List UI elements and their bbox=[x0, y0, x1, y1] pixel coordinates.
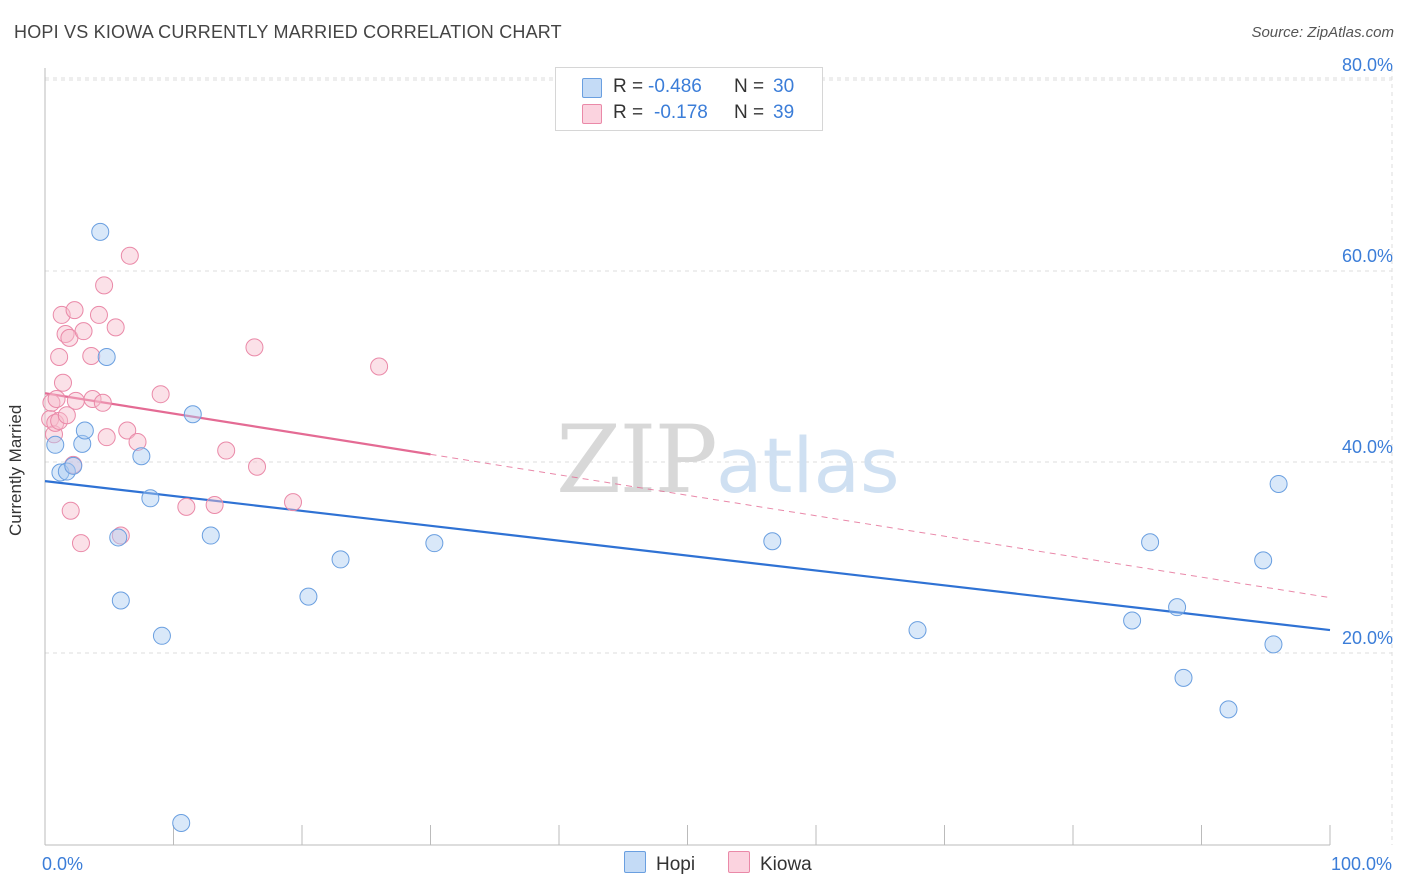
bottom-legend-label-hopi: Hopi bbox=[656, 854, 696, 875]
chart-title: HOPI VS KIOWA CURRENTLY MARRIED CORRELAT… bbox=[14, 22, 562, 42]
kiowa-point bbox=[65, 301, 84, 320]
hopi-point bbox=[46, 435, 65, 454]
kiowa-point bbox=[284, 493, 303, 512]
y-tick-label: 40.0% bbox=[1342, 437, 1393, 457]
hopi-point bbox=[331, 550, 350, 569]
kiowa-point bbox=[248, 457, 267, 476]
tick-label-layer: 20.0% 40.0% 60.0% 80.0% 0.0% 100.0% bbox=[42, 55, 1393, 874]
x-tick-label: 100.0% bbox=[1331, 854, 1392, 874]
kiowa-point bbox=[95, 276, 114, 295]
bottom-legend-label-kiowa: Kiowa bbox=[760, 854, 812, 875]
hopi-point bbox=[152, 626, 171, 645]
legend-swatch-kiowa bbox=[582, 104, 602, 124]
trend-layer bbox=[44, 392, 1331, 632]
kiowa-point bbox=[50, 347, 69, 366]
legend-swatch-hopi bbox=[582, 78, 602, 98]
kiowa-point bbox=[111, 526, 130, 545]
legend-r-value: -0.178 bbox=[654, 102, 708, 123]
hopi-point bbox=[908, 621, 927, 640]
hopi-point bbox=[1269, 474, 1288, 493]
axis-layer bbox=[44, 68, 1331, 846]
kiowa-point bbox=[47, 389, 66, 408]
kiowa-point bbox=[66, 391, 85, 410]
kiowa-point bbox=[370, 357, 389, 376]
hopi-point bbox=[425, 534, 444, 553]
kiowa-point bbox=[120, 246, 139, 265]
hopi-point bbox=[1219, 700, 1238, 719]
kiowa-point bbox=[106, 318, 125, 337]
point-layer bbox=[41, 222, 1288, 832]
kiowa-point bbox=[217, 441, 236, 460]
hopi-point bbox=[1123, 611, 1142, 630]
kiowa-trend-extension bbox=[430, 453, 1331, 599]
watermark-zip: ZIP bbox=[556, 406, 716, 515]
legend-n-value: 39 bbox=[773, 102, 795, 123]
hopi-point bbox=[111, 591, 130, 610]
hopi-point bbox=[1254, 551, 1273, 570]
correlation-legend: R = -0.486 N = 30 R = -0.178 N = 39 bbox=[555, 67, 823, 131]
hopi-point bbox=[1141, 533, 1160, 552]
kiowa-point bbox=[245, 338, 264, 357]
y-tick-label: 60.0% bbox=[1342, 246, 1393, 266]
legend-n-label: N = bbox=[734, 102, 765, 123]
bottom-legend-swatch-kiowa bbox=[728, 851, 750, 873]
kiowa-point bbox=[71, 534, 90, 553]
kiowa-point bbox=[118, 421, 137, 440]
legend-r-label: R = bbox=[613, 102, 644, 123]
legend-n-value: 30 bbox=[773, 76, 795, 97]
bottom-legend-hopi: Hopi bbox=[624, 851, 695, 876]
y-tick-label: 20.0% bbox=[1342, 628, 1393, 648]
hopi-point bbox=[183, 405, 202, 424]
bottom-legend-swatch-hopi bbox=[624, 851, 646, 873]
hopi-point bbox=[1174, 668, 1193, 687]
hopi-point bbox=[1264, 635, 1283, 654]
hopi-point bbox=[73, 434, 92, 453]
hopi-point bbox=[299, 587, 318, 606]
hopi-point bbox=[91, 222, 110, 241]
y-axis-label: Currently Married bbox=[6, 404, 25, 536]
kiowa-point bbox=[177, 497, 196, 516]
hopi-point bbox=[201, 526, 220, 545]
kiowa-point bbox=[83, 389, 102, 408]
hopi-point bbox=[1168, 598, 1187, 617]
kiowa-point bbox=[89, 305, 108, 324]
hopi-trend-line bbox=[44, 480, 1331, 632]
source-label: Source: ZipAtlas.com bbox=[1251, 24, 1394, 41]
hopi-point bbox=[172, 813, 191, 832]
kiowa-point bbox=[97, 428, 116, 447]
hopi-point bbox=[763, 532, 782, 551]
kiowa-point bbox=[82, 346, 101, 365]
watermark: ZIP atlas bbox=[556, 406, 900, 515]
kiowa-point bbox=[57, 406, 76, 425]
kiowa-point bbox=[53, 373, 72, 392]
hopi-point bbox=[75, 421, 94, 440]
x-tick-label: 0.0% bbox=[42, 854, 83, 874]
kiowa-point bbox=[151, 385, 170, 404]
hopi-point bbox=[64, 456, 83, 475]
kiowa-point bbox=[93, 393, 112, 412]
hopi-point bbox=[132, 447, 151, 466]
legend-n-label: N = bbox=[734, 76, 765, 97]
legend-r-label: R = bbox=[613, 76, 644, 97]
hopi-point bbox=[109, 528, 128, 547]
hopi-point bbox=[141, 489, 160, 508]
grid-layer bbox=[45, 68, 1393, 845]
kiowa-point bbox=[205, 495, 224, 514]
bottom-legend-kiowa: Kiowa bbox=[728, 851, 812, 876]
legend-r-value: -0.486 bbox=[648, 76, 702, 97]
kiowa-point bbox=[74, 322, 93, 341]
y-tick-label: 80.0% bbox=[1342, 55, 1393, 75]
kiowa-point bbox=[128, 432, 147, 451]
watermark-atlas: atlas bbox=[716, 421, 900, 510]
kiowa-point bbox=[61, 501, 80, 520]
kiowa-trend-line bbox=[44, 392, 431, 456]
hopi-point bbox=[97, 347, 116, 366]
